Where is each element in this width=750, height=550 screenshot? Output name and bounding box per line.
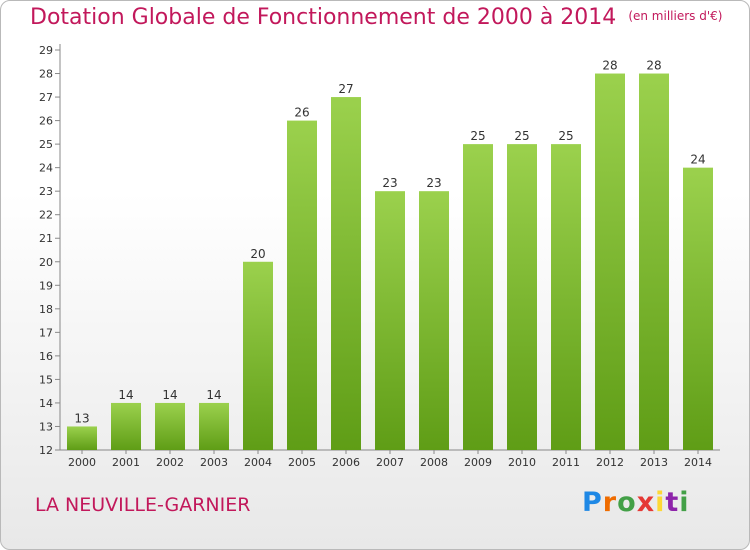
y-tick-label: 24 (39, 162, 53, 175)
x-tick-label: 2001 (112, 456, 140, 469)
bars: 13 14 14 14 20 26 27 23 23 25 25 25 28 28 24 (67, 59, 713, 451)
bar-2012 (595, 73, 625, 450)
x-tick-label: 2010 (508, 456, 536, 469)
y-tick-label: 19 (39, 279, 53, 292)
bar-2003 (199, 402, 229, 450)
proxiti-logo: Proxiti (582, 487, 690, 518)
chart-title: Dotation Globale de Fonctionnement de 20… (30, 5, 722, 30)
y-tick-label: 22 (39, 209, 53, 222)
x-tick-label: 2008 (420, 456, 448, 469)
data-label-2014: 24 (690, 153, 705, 167)
x-axis-ticks: 2000 2001 2002 2003 2004 2005 2006 2007 2008 2009… (68, 450, 712, 469)
data-label-2012: 28 (602, 59, 617, 73)
y-tick-label: 20 (39, 256, 53, 269)
bar-2004 (243, 261, 273, 450)
data-label-2013: 28 (646, 59, 661, 73)
data-label-2004: 20 (250, 247, 265, 261)
chart-title-text: Dotation Globale de Fonctionnement de 20… (30, 5, 617, 30)
x-tick-label: 2006 (332, 456, 360, 469)
y-tick-label: 25 (39, 138, 53, 151)
x-tick-label: 2004 (244, 456, 272, 469)
data-label-2001: 14 (118, 388, 133, 402)
bar-2001 (111, 402, 141, 450)
x-tick-label: 2009 (464, 456, 492, 469)
bar-2005 (287, 120, 317, 451)
x-tick-label: 2005 (288, 456, 316, 469)
data-label-2005: 26 (294, 106, 309, 120)
y-tick-label: 16 (39, 350, 53, 363)
y-tick-label: 14 (39, 397, 53, 410)
x-tick-label: 2003 (200, 456, 228, 469)
commune-name: LA NEUVILLE-GARNIER (35, 494, 251, 516)
bar-2007 (375, 191, 405, 451)
y-tick-label: 17 (39, 326, 53, 339)
bar-2010 (507, 144, 537, 450)
y-tick-label: 23 (39, 185, 53, 198)
y-tick-label: 28 (39, 68, 53, 81)
x-tick-label: 2000 (68, 456, 96, 469)
bar-2009 (463, 144, 493, 450)
x-tick-label: 2014 (684, 456, 712, 469)
data-label-2000: 13 (74, 411, 89, 425)
data-label-2007: 23 (382, 176, 397, 190)
bar-2008 (419, 191, 449, 451)
x-tick-label: 2002 (156, 456, 184, 469)
x-tick-label: 2012 (596, 456, 624, 469)
y-tick-label: 21 (39, 232, 53, 245)
y-tick-label: 26 (39, 115, 53, 128)
y-tick-label: 29 (39, 44, 53, 57)
y-tick-label: 27 (39, 91, 53, 104)
x-tick-label: 2011 (552, 456, 580, 469)
data-label-2002: 14 (162, 388, 177, 402)
y-tick-label: 13 (39, 420, 53, 433)
data-label-2010: 25 (514, 129, 529, 143)
y-tick-label: 18 (39, 303, 53, 316)
bar-2011 (551, 144, 581, 450)
data-label-2009: 25 (470, 129, 485, 143)
chart-unit: (en milliers d'€) (628, 9, 723, 23)
y-tick-label: 12 (39, 444, 53, 457)
bar-2014 (683, 167, 713, 450)
bar-2002 (155, 402, 185, 450)
x-tick-label: 2013 (640, 456, 668, 469)
y-tick-label: 15 (39, 373, 53, 386)
data-label-2011: 25 (558, 129, 573, 143)
bar-2013 (639, 73, 669, 450)
data-label-2003: 14 (206, 388, 221, 402)
bar-2006 (331, 97, 361, 450)
y-axis-ticks: 12 13 14 15 16 17 18 19 20 21 22 23 24 25 26 27 28 29 (39, 44, 60, 457)
x-tick-label: 2007 (376, 456, 404, 469)
data-label-2006: 27 (338, 82, 353, 96)
data-label-2008: 23 (426, 176, 441, 190)
bar-2000 (67, 426, 97, 450)
